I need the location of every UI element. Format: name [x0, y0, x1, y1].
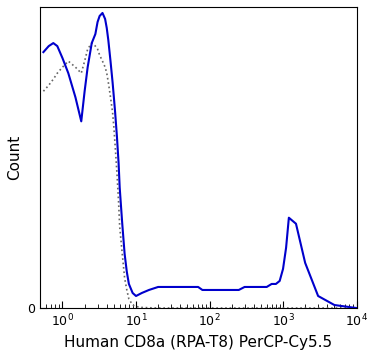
Y-axis label: Count: Count	[7, 135, 22, 180]
X-axis label: Human CD8a (RPA-T8) PerCP-Cy5.5: Human CD8a (RPA-T8) PerCP-Cy5.5	[64, 335, 333, 350]
